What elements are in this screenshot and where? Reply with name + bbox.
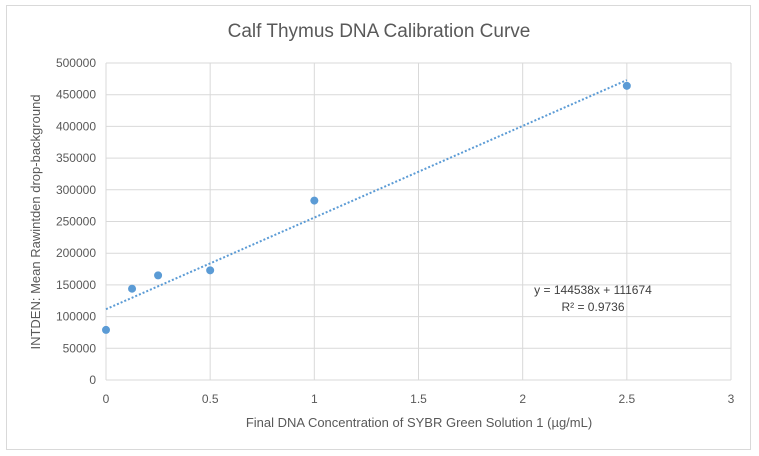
x-tick-label: 0.5 <box>202 392 219 406</box>
chart-title: Calf Thymus DNA Calibration Curve <box>228 21 531 42</box>
x-tick-label: 3 <box>728 392 735 406</box>
trendline <box>105 79 628 311</box>
data-point <box>622 81 631 90</box>
data-point <box>310 196 319 205</box>
x-tick-label: 0 <box>103 392 110 406</box>
trendline-layer <box>105 79 628 311</box>
data-point <box>154 271 163 280</box>
trendline-r-squared: R² = 0.9736 <box>561 300 624 314</box>
x-tick-label: 1 <box>311 392 318 406</box>
y-axis-title: INTDEN: Mean Rawintden drop-background <box>28 94 43 349</box>
y-tick-label: 450000 <box>56 88 96 102</box>
y-tick-label: 350000 <box>56 151 96 165</box>
data-point <box>102 325 110 334</box>
y-tick-label: 500000 <box>56 56 96 70</box>
trendline-equation: y = 144538x + 111674 <box>534 283 652 297</box>
y-tick-label: 200000 <box>56 246 96 260</box>
data-point <box>206 266 215 275</box>
x-tick-label: 1.5 <box>410 392 427 406</box>
y-tick-label: 50000 <box>63 341 97 355</box>
y-tick-label: 250000 <box>56 215 96 229</box>
y-tick-label: 400000 <box>56 119 96 133</box>
data-points <box>102 81 631 334</box>
y-tick-label: 300000 <box>56 183 96 197</box>
x-tick-label: 2.5 <box>618 392 635 406</box>
y-tick-label: 150000 <box>56 278 96 292</box>
x-axis-title: Final DNA Concentration of SYBR Green So… <box>246 415 592 430</box>
gridlines <box>105 62 732 381</box>
data-point <box>128 284 137 293</box>
y-tick-label: 100000 <box>56 310 96 324</box>
y-tick-label: 0 <box>89 373 96 387</box>
x-tick-label: 2 <box>519 392 526 406</box>
tick-labels: 0500001000001500002000002500003000003500… <box>56 56 735 406</box>
